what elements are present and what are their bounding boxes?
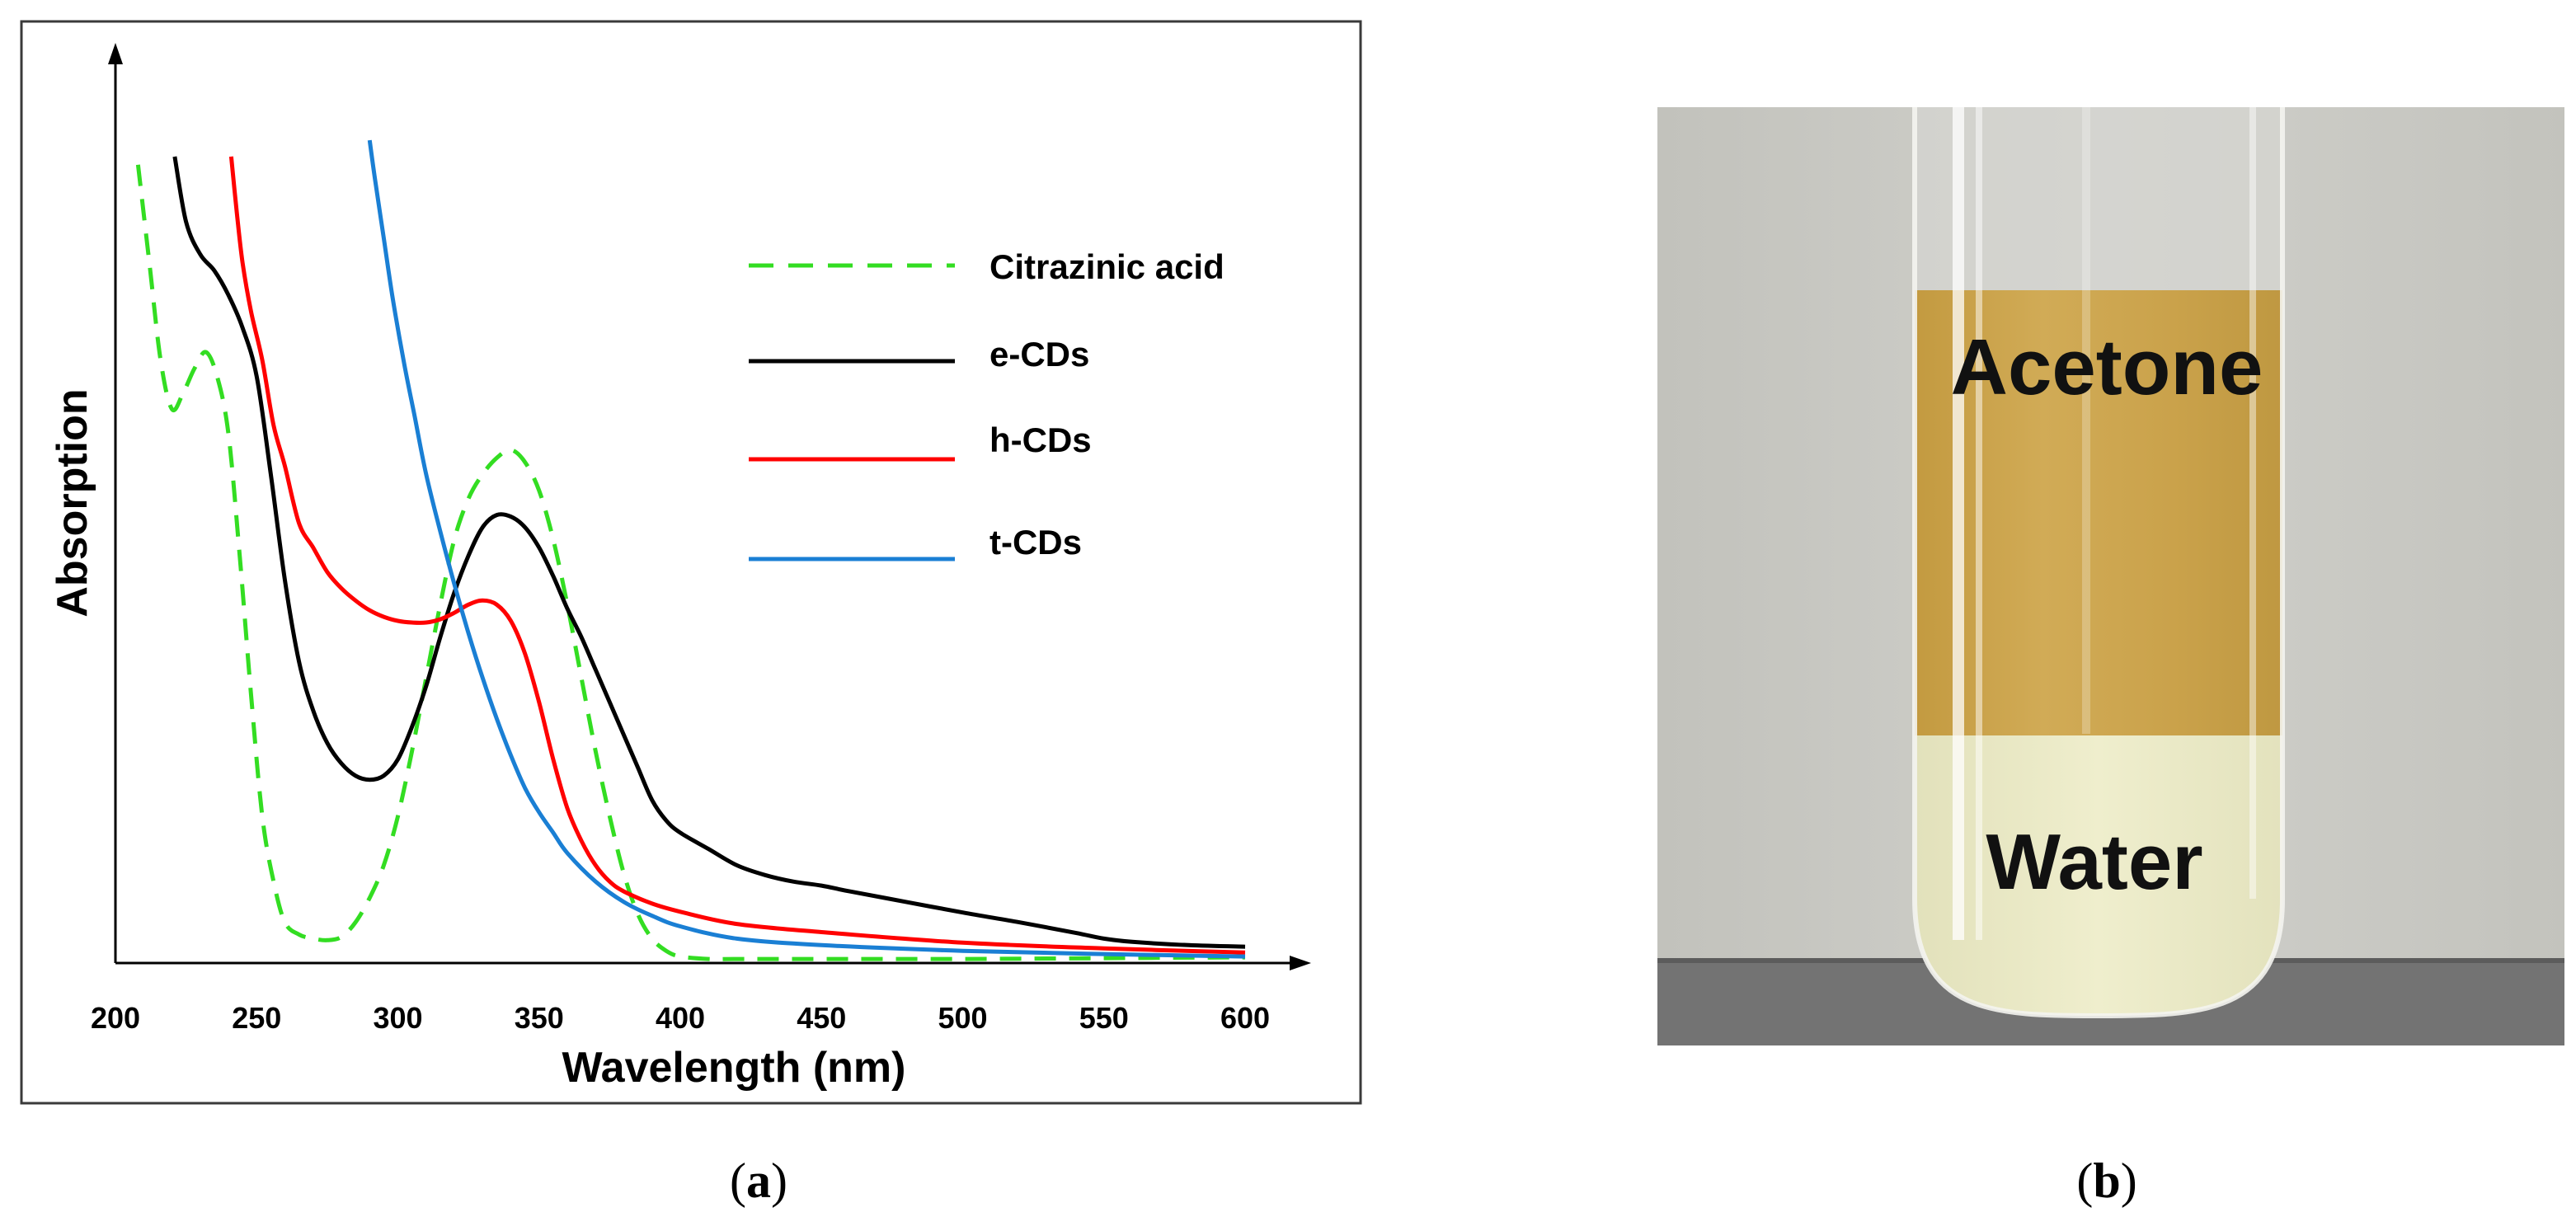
series-line-e-cds <box>172 156 1246 949</box>
x-tick-label: 200 <box>91 1001 140 1035</box>
caption-open-paren: ( <box>2076 1153 2093 1208</box>
acetone-label: Acetone <box>1951 323 2263 411</box>
x-tick-label: 600 <box>1220 1001 1270 1035</box>
caption-close-paren: ) <box>2121 1153 2137 1208</box>
caption-letter: b <box>2093 1153 2120 1208</box>
series-layer <box>135 139 1246 961</box>
test-tube-glass <box>1912 107 2285 1019</box>
caption-close-paren: ) <box>771 1153 787 1208</box>
x-tick-label: 500 <box>938 1001 987 1035</box>
glass-highlight-center <box>2082 107 2090 734</box>
x-tick-label: 250 <box>232 1001 281 1035</box>
panel-b-photo: Acetone Water <box>1657 107 2564 1045</box>
caption-letter: a <box>746 1153 771 1208</box>
series-line-h-cds <box>228 156 1246 955</box>
x-tick-label: 450 <box>797 1001 846 1035</box>
panel-b-caption: (b) <box>2076 1153 2136 1208</box>
caption-open-paren: ( <box>730 1153 746 1208</box>
x-axis-title: Wavelength (nm) <box>562 1044 906 1092</box>
legend-label: t-CDs <box>990 523 1082 561</box>
legend-label: h-CDs <box>990 421 1092 459</box>
water-label: Water <box>1986 818 2202 906</box>
series-line-citrazinic-acid <box>135 164 1246 961</box>
x-tick-label: 300 <box>373 1001 422 1035</box>
y-axis-title: Absorption <box>49 388 96 617</box>
chart-frame <box>20 20 1362 1105</box>
y-axis-arrowhead <box>108 43 123 64</box>
glass-highlight-left <box>1953 107 1964 940</box>
legend-label: e-CDs <box>990 335 1089 374</box>
panel-a: 200 250 300 350 400 450 500 550 600 Wave… <box>20 20 1362 1105</box>
tube-empty-region <box>1915 107 2282 290</box>
series-line-t-cds <box>367 139 1246 959</box>
legend: Citrazinic acid e-CDs h-CDs t-CDs <box>749 247 1225 561</box>
glass-highlight-right <box>2249 107 2256 899</box>
x-tick-label: 550 <box>1079 1001 1129 1035</box>
x-axis-arrowhead <box>1290 956 1311 970</box>
legend-label: Citrazinic acid <box>990 247 1225 286</box>
glass-highlight-left-2 <box>1976 107 1982 940</box>
x-tick-labels: 200 250 300 350 400 450 500 550 600 <box>91 1001 1270 1035</box>
x-tick-label: 400 <box>656 1001 705 1035</box>
panel-a-caption: (a) <box>730 1153 787 1208</box>
x-tick-label: 350 <box>515 1001 564 1035</box>
